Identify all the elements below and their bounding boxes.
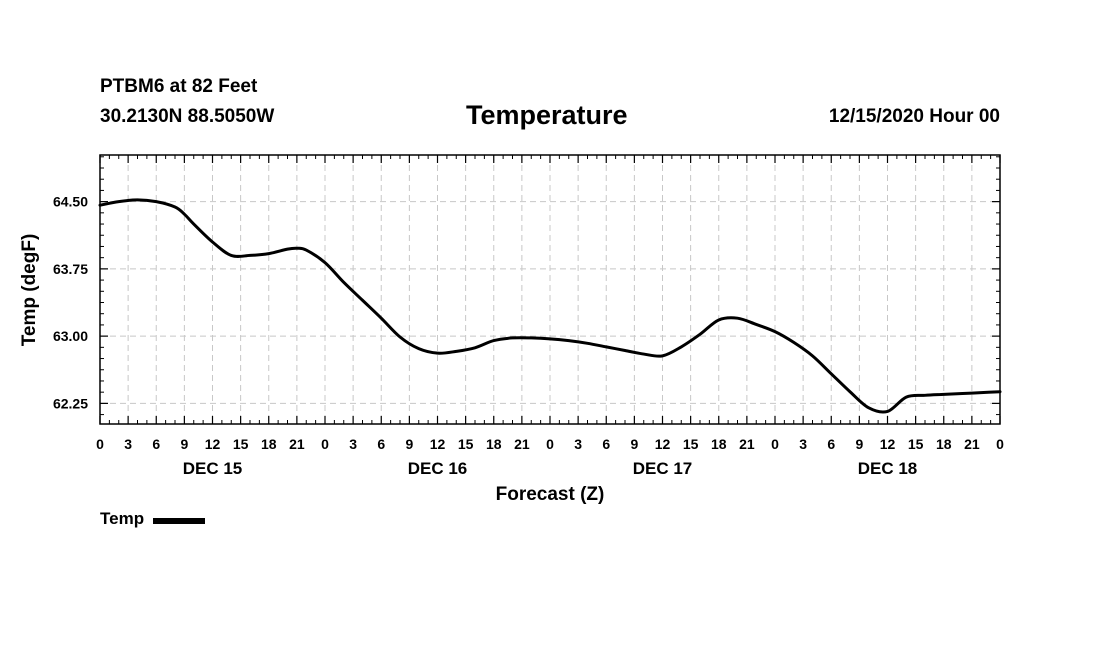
day-label: DEC 15 xyxy=(183,459,243,478)
x-tick-label: 12 xyxy=(880,436,896,452)
x-tick-label: 0 xyxy=(96,436,104,452)
x-tick-label: 9 xyxy=(180,436,188,452)
x-tick-label: 9 xyxy=(405,436,413,452)
x-tick-label: 12 xyxy=(205,436,221,452)
x-tick-label: 18 xyxy=(711,436,727,452)
x-tick-label: 0 xyxy=(771,436,779,452)
x-tick-label: 21 xyxy=(514,436,530,452)
station-name: PTBM6 at 82 Feet xyxy=(100,76,258,97)
y-tick-label: 62.25 xyxy=(53,395,88,411)
day-label: DEC 17 xyxy=(633,459,693,478)
x-tick-label: 0 xyxy=(321,436,329,452)
y-axis-title: Temp (degF) xyxy=(19,234,40,347)
legend: Temp xyxy=(100,509,206,529)
x-tick-label: 0 xyxy=(996,436,1004,452)
x-tick-label: 3 xyxy=(349,436,357,452)
data-layer xyxy=(98,198,1002,414)
x-tick-label: 6 xyxy=(377,436,385,452)
x-tick-label: 15 xyxy=(908,436,924,452)
legend-label: Temp xyxy=(100,509,145,528)
x-tick-label: 15 xyxy=(683,436,699,452)
day-label: DEC 18 xyxy=(858,459,918,478)
x-tick-label: 0 xyxy=(546,436,554,452)
x-tick-label: 9 xyxy=(855,436,863,452)
x-tick-label: 9 xyxy=(630,436,638,452)
x-tick-label: 18 xyxy=(936,436,952,452)
x-tick-label: 6 xyxy=(827,436,835,452)
y-tick-label: 64.50 xyxy=(53,194,88,210)
x-tick-label: 21 xyxy=(739,436,755,452)
axis-labels: 0 3 6 9 12 15 18 21 0 3 6 9 12 15 18 21 0 3 6 9 12 15 18 21 0 3 6 9… xyxy=(53,194,1004,478)
x-tick-label: 12 xyxy=(655,436,671,452)
x-tick-label: 3 xyxy=(799,436,807,452)
station-coordinates: 30.2130N 88.5050W xyxy=(100,106,275,127)
x-axis-title: Forecast (Z) xyxy=(496,484,605,505)
x-tick-label: 18 xyxy=(261,436,277,452)
x-tick-label: 21 xyxy=(964,436,980,452)
y-tick-label: 63.75 xyxy=(53,261,88,277)
x-tick-label: 12 xyxy=(430,436,446,452)
x-tick-label: 3 xyxy=(574,436,582,452)
y-tick-label: 63.00 xyxy=(53,328,88,344)
temp-series-line xyxy=(98,198,1002,414)
x-tick-label: 6 xyxy=(152,436,160,452)
legend-line-swatch xyxy=(153,517,206,524)
x-tick-label: 3 xyxy=(124,436,132,452)
grid-lines xyxy=(100,155,1000,424)
axis-ticks xyxy=(99,155,1001,424)
x-tick-label: 15 xyxy=(233,436,249,452)
x-tick-label: 21 xyxy=(289,436,305,452)
x-tick-label: 6 xyxy=(602,436,610,452)
day-label: DEC 16 xyxy=(408,459,468,478)
x-tick-label: 15 xyxy=(458,436,474,452)
x-tick-label: 18 xyxy=(486,436,502,452)
chart-title: Temperature xyxy=(466,100,628,130)
forecast-datetime: 12/15/2020 Hour 00 xyxy=(828,106,1000,127)
